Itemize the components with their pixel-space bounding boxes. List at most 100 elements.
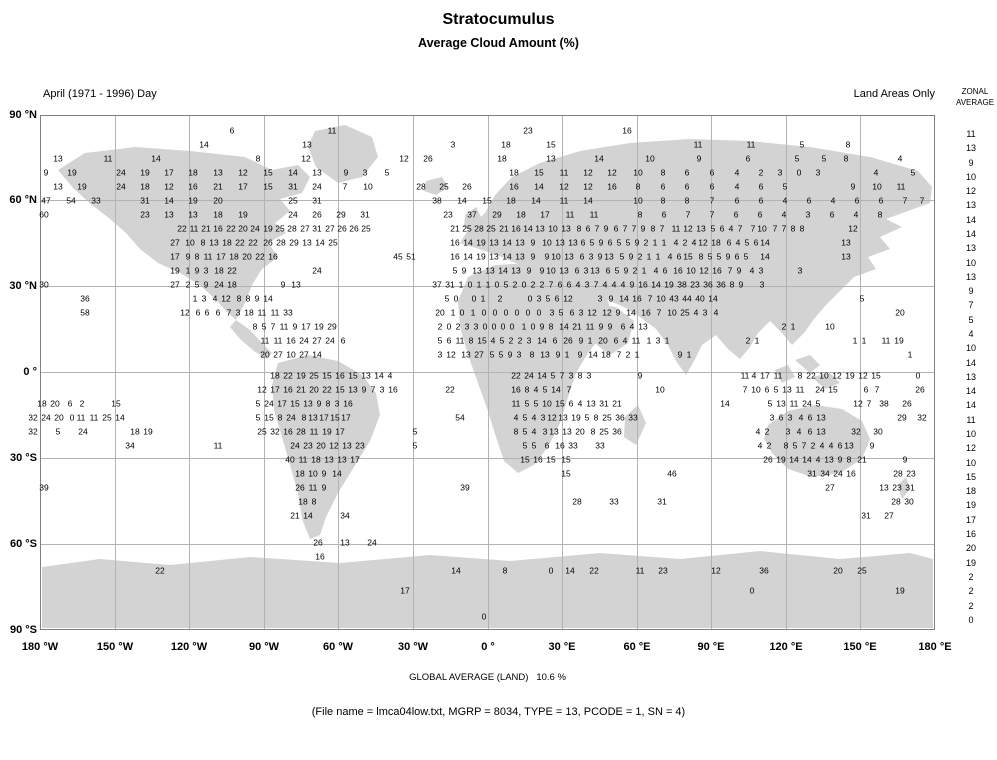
grid-value: 6 <box>215 307 221 318</box>
grid-value: 14 <box>789 454 799 465</box>
grid-value: 22 <box>511 370 521 381</box>
grid-value: 17 <box>350 454 360 465</box>
grid-value: 11 <box>309 426 319 437</box>
grid-value: 12 <box>563 293 573 304</box>
grid-value: 8 <box>325 398 331 409</box>
grid-value: 26 <box>337 223 347 234</box>
grid-value: 1 <box>664 335 670 346</box>
grid-value: 6 <box>684 181 690 192</box>
grid-value: 19 <box>476 237 486 248</box>
grid-value: 7 <box>750 223 756 234</box>
grid-value: 11 <box>789 398 799 409</box>
grid-value: 6 <box>764 384 770 395</box>
grid-value: 26 <box>312 209 322 220</box>
grid-value: 27 <box>325 223 335 234</box>
grid-value: 4 <box>815 454 821 465</box>
grid-value: 5 <box>412 440 418 451</box>
grid-value: 11 <box>565 209 575 220</box>
grid-value: 6 <box>195 307 201 318</box>
grid-value: 4 <box>575 279 581 290</box>
grid-value: 19 <box>322 426 332 437</box>
grid-value: 18 <box>213 209 223 220</box>
grid-value: 6 <box>863 384 869 395</box>
grid-value: 3 <box>201 293 207 304</box>
grid-value: 0 <box>69 412 75 423</box>
grid-value: 8 <box>255 153 261 164</box>
grid-value: 13 <box>511 265 521 276</box>
grid-value: 19 <box>263 223 273 234</box>
grid-value: 5 <box>444 293 450 304</box>
grid-value: 22 <box>226 223 236 234</box>
grid-value: 0 <box>527 293 533 304</box>
grid-value: 5 <box>558 307 564 318</box>
grid-value: 3 <box>777 167 783 178</box>
grid-value: 13 <box>590 265 600 276</box>
zonal-average-value: 13 <box>965 272 977 282</box>
grid-value: 4 <box>691 237 697 248</box>
grid-value: 5 <box>524 398 530 409</box>
grid-value: 16 <box>846 468 856 479</box>
grid-value: 5 <box>794 153 800 164</box>
grid-value: 5 <box>255 412 261 423</box>
grid-value: 0 <box>509 321 515 332</box>
grid-value: 10 <box>546 265 556 276</box>
grid-value: 4 <box>828 440 834 451</box>
figure-title: Stratocumulus <box>442 11 555 28</box>
grid-value: 7 <box>548 279 554 290</box>
world-map-plot <box>40 115 935 630</box>
grid-value: 16 <box>638 279 648 290</box>
grid-value: 26 <box>563 335 573 346</box>
grid-value: 26 <box>295 482 305 493</box>
grid-value: 14 <box>565 565 575 576</box>
grid-value: 15 <box>477 335 487 346</box>
zonal-average-value: 10 <box>965 172 977 182</box>
grid-value: 0 <box>915 370 921 381</box>
grid-value: 23 <box>523 125 533 136</box>
grid-value: 14 <box>502 251 512 262</box>
grid-value: 8 <box>311 496 317 507</box>
grid-value: 6 <box>568 398 574 409</box>
grid-value: 14 <box>115 412 125 423</box>
graticule-gridlines <box>40 115 935 630</box>
grid-value: 36 <box>615 412 625 423</box>
grid-value: 10 <box>633 195 643 206</box>
grid-value: 3 <box>526 335 532 346</box>
grid-value: 14 <box>760 251 770 262</box>
grid-value: 7 <box>709 195 715 206</box>
grid-value: 17 <box>238 181 248 192</box>
grid-value: 11 <box>511 398 521 409</box>
grid-value: 14 <box>534 181 544 192</box>
grid-value: 5 <box>707 251 713 262</box>
grid-value: 17 <box>277 398 287 409</box>
grid-value: 17 <box>341 412 351 423</box>
grid-value: 0 <box>492 307 498 318</box>
grid-value: 22 <box>177 223 187 234</box>
grid-value: 19 <box>188 195 198 206</box>
grid-value: 9 <box>43 167 49 178</box>
grid-value: 22 <box>283 370 293 381</box>
grid-value: 3 <box>597 293 603 304</box>
grid-value: 4 <box>713 307 719 318</box>
grid-value: 7 <box>622 223 628 234</box>
grid-value: 18 <box>222 237 232 248</box>
grid-value: 9 <box>321 468 327 479</box>
grid-value: 37 <box>467 209 477 220</box>
grid-value: 0 <box>446 321 452 332</box>
grid-value: 18 <box>130 426 140 437</box>
grid-value: 1 <box>476 279 482 290</box>
grid-value: 19 <box>895 585 905 596</box>
grid-value: 22 <box>155 565 165 576</box>
grid-value: 20 <box>260 349 270 360</box>
grid-value: 31 <box>657 496 667 507</box>
period-label: April (1971 - 1996) Day <box>43 88 157 100</box>
grid-value: 1 <box>652 237 658 248</box>
grid-value: 5 <box>412 426 418 437</box>
grid-value: 36 <box>703 279 713 290</box>
grid-value: 5 <box>194 279 200 290</box>
grid-value: 5 <box>522 412 528 423</box>
lon-axis-label: 30 °W <box>397 641 429 653</box>
grid-value: 8 <box>245 293 251 304</box>
grid-value: 4 <box>673 237 679 248</box>
grid-value: 9 <box>598 321 604 332</box>
